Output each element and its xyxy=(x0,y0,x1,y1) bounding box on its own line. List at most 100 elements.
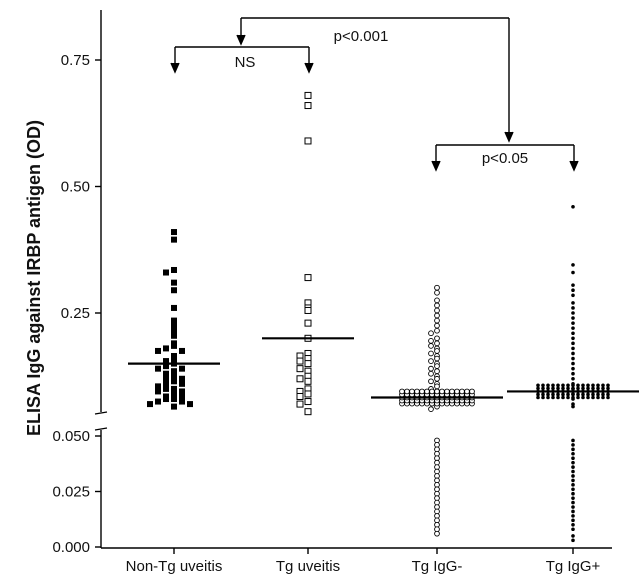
data-point xyxy=(571,500,575,505)
axis-break-top xyxy=(94,411,108,415)
data-point xyxy=(571,336,575,341)
data-point xyxy=(571,341,575,346)
data-point xyxy=(171,373,177,380)
data-point xyxy=(571,321,575,325)
data-point xyxy=(296,357,304,365)
data-point xyxy=(591,386,595,391)
data-point xyxy=(171,317,177,324)
data-point xyxy=(171,390,177,397)
data-point xyxy=(434,375,440,382)
data-point xyxy=(571,491,575,496)
data-point xyxy=(163,396,169,403)
data-point xyxy=(571,523,575,527)
data-point xyxy=(571,465,575,469)
data-point xyxy=(434,327,440,334)
data-point xyxy=(571,478,575,483)
data-point xyxy=(536,386,540,391)
annotation-p001: p<0.001 xyxy=(334,28,389,45)
data-point xyxy=(171,355,177,362)
data-point xyxy=(606,383,610,388)
median-line-group xyxy=(128,337,639,399)
bracket-ns xyxy=(170,46,314,74)
data-point xyxy=(434,363,440,369)
y-axis-label: ELISA IgG against IRBP antigen (OD) xyxy=(24,120,44,436)
data-point xyxy=(576,386,580,391)
data-point xyxy=(571,283,575,287)
data-point xyxy=(179,398,185,405)
data-point xyxy=(187,401,193,408)
data-point xyxy=(179,380,185,387)
data-point xyxy=(414,388,420,395)
data-point xyxy=(571,456,575,461)
data-point xyxy=(163,375,169,382)
data-point xyxy=(304,408,312,416)
data-point xyxy=(434,297,440,304)
data-point xyxy=(571,331,575,336)
data-point xyxy=(434,317,440,324)
data-point xyxy=(591,392,595,397)
y-tick-label: 0.75 xyxy=(61,52,90,69)
data-point xyxy=(429,388,435,395)
data-point xyxy=(541,383,545,388)
data-point xyxy=(428,358,434,364)
data-point xyxy=(606,386,610,391)
data-point xyxy=(541,395,545,400)
data-point xyxy=(163,363,169,370)
data-point xyxy=(304,360,312,368)
data-point xyxy=(163,370,169,377)
x-category-group: Non-Tg uveitis Tg uveitis Tg IgG- Tg IgG+ xyxy=(126,548,601,575)
data-point xyxy=(536,395,540,400)
data-point xyxy=(601,386,605,391)
data-point xyxy=(556,392,560,397)
data-point xyxy=(171,368,177,375)
y-tick-label: 0.050 xyxy=(52,428,90,445)
x-category-label: Tg IgG- xyxy=(412,558,463,575)
data-point xyxy=(163,345,169,352)
data-point xyxy=(571,316,575,320)
data-point xyxy=(571,293,575,298)
data-point xyxy=(571,361,575,366)
data-point xyxy=(571,263,575,267)
data-point xyxy=(561,395,565,400)
data-point xyxy=(163,358,169,365)
data-point xyxy=(304,91,312,99)
data-point xyxy=(571,392,575,397)
data-point xyxy=(155,383,161,390)
data-point xyxy=(434,530,440,537)
data-point xyxy=(434,322,440,329)
data-point xyxy=(428,406,434,412)
data-point xyxy=(155,398,161,405)
data-point xyxy=(571,514,575,518)
data-point xyxy=(155,365,161,372)
data-point xyxy=(556,383,560,388)
data-point xyxy=(171,279,177,286)
data-point xyxy=(606,392,610,397)
data-point xyxy=(434,355,440,362)
data-point xyxy=(541,392,545,397)
data-point xyxy=(571,346,575,351)
data-point xyxy=(571,509,575,514)
data-point xyxy=(449,388,455,395)
data-point xyxy=(571,270,575,275)
data-point xyxy=(546,392,550,397)
data-point xyxy=(171,385,177,392)
data-point xyxy=(434,383,440,390)
data-point xyxy=(399,388,405,395)
data-point xyxy=(434,335,440,342)
data-point xyxy=(304,377,312,385)
data-point xyxy=(163,380,169,387)
data-point xyxy=(581,383,585,388)
data-point xyxy=(571,487,575,492)
data-point xyxy=(179,393,185,400)
data-point xyxy=(601,392,605,397)
data-point xyxy=(304,137,312,145)
data-point xyxy=(571,383,575,388)
data-point xyxy=(434,312,440,319)
data-point xyxy=(434,348,440,354)
axis-break-bottom xyxy=(94,427,108,431)
data-point xyxy=(571,404,575,409)
data-point xyxy=(571,288,575,293)
y-tick-label: 0.000 xyxy=(52,539,90,556)
data-point xyxy=(566,386,570,391)
